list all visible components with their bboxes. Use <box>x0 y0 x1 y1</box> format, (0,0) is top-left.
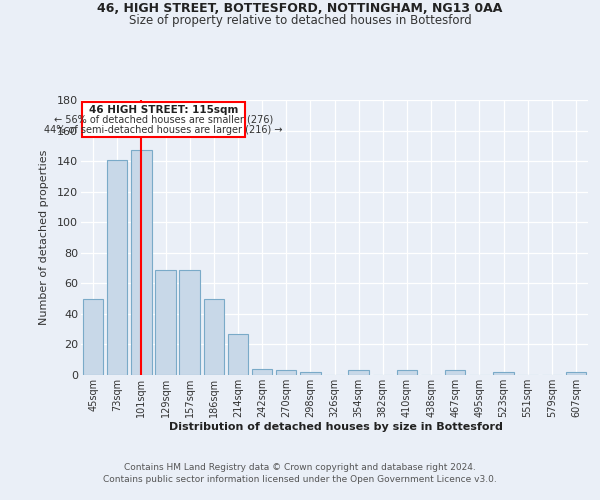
Bar <box>179 270 200 375</box>
Text: 44% of semi-detached houses are larger (216) →: 44% of semi-detached houses are larger (… <box>44 125 283 135</box>
Text: Size of property relative to detached houses in Bottesford: Size of property relative to detached ho… <box>128 14 472 27</box>
Bar <box>252 369 272 375</box>
Bar <box>131 150 152 375</box>
Text: Contains public sector information licensed under the Open Government Licence v3: Contains public sector information licen… <box>103 475 497 484</box>
Bar <box>107 160 127 375</box>
Bar <box>83 298 103 375</box>
Text: 46 HIGH STREET: 115sqm: 46 HIGH STREET: 115sqm <box>89 105 238 115</box>
Text: 46, HIGH STREET, BOTTESFORD, NOTTINGHAM, NG13 0AA: 46, HIGH STREET, BOTTESFORD, NOTTINGHAM,… <box>97 2 503 16</box>
Y-axis label: Number of detached properties: Number of detached properties <box>39 150 49 325</box>
Bar <box>276 370 296 375</box>
Bar <box>397 370 417 375</box>
Bar <box>445 370 466 375</box>
Bar <box>300 372 320 375</box>
FancyBboxPatch shape <box>82 102 245 136</box>
Bar <box>203 298 224 375</box>
Text: ← 56% of detached houses are smaller (276): ← 56% of detached houses are smaller (27… <box>54 115 274 125</box>
Bar <box>155 270 176 375</box>
Bar <box>227 334 248 375</box>
Bar <box>566 372 586 375</box>
Text: Contains HM Land Registry data © Crown copyright and database right 2024.: Contains HM Land Registry data © Crown c… <box>124 462 476 471</box>
Text: Distribution of detached houses by size in Bottesford: Distribution of detached houses by size … <box>169 422 503 432</box>
Bar <box>493 372 514 375</box>
Bar <box>349 370 369 375</box>
